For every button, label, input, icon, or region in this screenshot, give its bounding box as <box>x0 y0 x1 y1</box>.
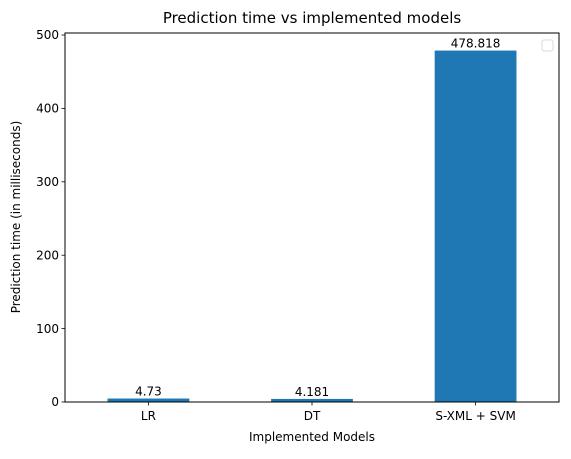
x-tick-label: S-XML + SVM <box>435 409 515 423</box>
chart-title: Prediction time vs implemented models <box>163 9 462 27</box>
y-tick-label: 400 <box>36 102 59 116</box>
bar-value-label: 4.181 <box>295 385 329 399</box>
y-tick-label: 200 <box>36 248 59 262</box>
bar-value-label: 4.73 <box>135 385 162 399</box>
y-axis-label: Prediction time (in milliseconds) <box>9 121 23 314</box>
y-tick-label: 500 <box>36 28 59 42</box>
x-tick-label: DT <box>304 409 321 423</box>
bar-value-labels: 4.73 4.181 478.818 <box>135 37 500 399</box>
bar-series <box>107 50 517 402</box>
plot-area-frame <box>64 32 560 403</box>
x-tick-label: LR <box>141 409 156 423</box>
y-axis-ticks: 0 100 200 300 400 500 <box>36 28 65 409</box>
y-tick-label: 300 <box>36 175 59 189</box>
y-tick-label: 100 <box>36 322 59 336</box>
y-tick-label: 0 <box>51 395 59 409</box>
bar <box>434 50 517 402</box>
x-axis-label: Implemented Models <box>249 430 375 444</box>
bar <box>271 398 353 402</box>
legend-box <box>541 39 554 52</box>
bar-value-label: 478.818 <box>451 37 501 51</box>
x-axis-ticks: LR DT S-XML + SVM <box>141 402 516 423</box>
bar <box>107 398 190 402</box>
